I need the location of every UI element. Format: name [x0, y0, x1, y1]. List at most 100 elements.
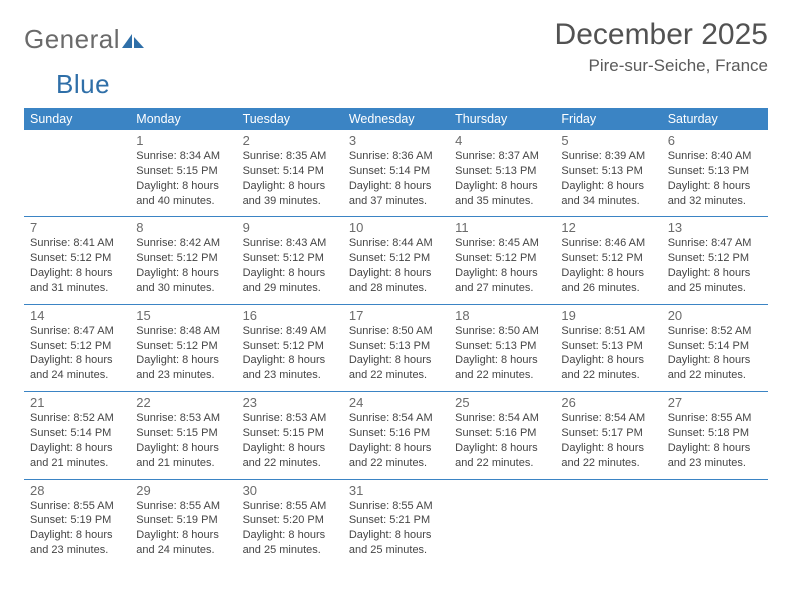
sunset-line: Sunset: 5:13 PM [668, 164, 762, 179]
sunrise-line: Sunrise: 8:55 AM [243, 499, 337, 514]
day-number: 31 [349, 483, 443, 498]
sunrise-line: Sunrise: 8:37 AM [455, 149, 549, 164]
daylight-line: Daylight: 8 hours and 22 minutes. [561, 353, 655, 383]
day-cell: 22Sunrise: 8:53 AMSunset: 5:15 PMDayligh… [130, 392, 236, 479]
daylight-line: Daylight: 8 hours and 30 minutes. [136, 266, 230, 296]
daylight-line: Daylight: 8 hours and 39 minutes. [243, 179, 337, 209]
day-cell: 5Sunrise: 8:39 AMSunset: 5:13 PMDaylight… [555, 130, 661, 217]
day-number: 7 [30, 220, 124, 235]
sunset-line: Sunset: 5:19 PM [136, 513, 230, 528]
day-number: 23 [243, 395, 337, 410]
day-cell: 30Sunrise: 8:55 AMSunset: 5:20 PMDayligh… [237, 479, 343, 566]
sunset-line: Sunset: 5:14 PM [668, 339, 762, 354]
day-number: 13 [668, 220, 762, 235]
sunset-line: Sunset: 5:12 PM [136, 339, 230, 354]
sunset-line: Sunset: 5:17 PM [561, 426, 655, 441]
day-cell: 6Sunrise: 8:40 AMSunset: 5:13 PMDaylight… [662, 130, 768, 217]
sunrise-line: Sunrise: 8:53 AM [136, 411, 230, 426]
day-number: 1 [136, 133, 230, 148]
day-cell: 28Sunrise: 8:55 AMSunset: 5:19 PMDayligh… [24, 479, 130, 566]
day-number: 24 [349, 395, 443, 410]
daylight-line: Daylight: 8 hours and 25 minutes. [243, 528, 337, 558]
day-cell: 4Sunrise: 8:37 AMSunset: 5:13 PMDaylight… [449, 130, 555, 217]
sunrise-line: Sunrise: 8:52 AM [30, 411, 124, 426]
day-cell: 7Sunrise: 8:41 AMSunset: 5:12 PMDaylight… [24, 217, 130, 304]
sunset-line: Sunset: 5:14 PM [243, 164, 337, 179]
daylight-line: Daylight: 8 hours and 22 minutes. [455, 441, 549, 471]
day-number: 18 [455, 308, 549, 323]
weekday-header: Tuesday [237, 108, 343, 130]
sunset-line: Sunset: 5:12 PM [561, 251, 655, 266]
day-cell: 3Sunrise: 8:36 AMSunset: 5:14 PMDaylight… [343, 130, 449, 217]
sunset-line: Sunset: 5:19 PM [30, 513, 124, 528]
weekday-header: Sunday [24, 108, 130, 130]
day-number: 10 [349, 220, 443, 235]
day-cell: 14Sunrise: 8:47 AMSunset: 5:12 PMDayligh… [24, 304, 130, 391]
sunrise-line: Sunrise: 8:52 AM [668, 324, 762, 339]
day-number: 21 [30, 395, 124, 410]
brand-logo: GeneralBlue [24, 18, 144, 100]
day-cell: 27Sunrise: 8:55 AMSunset: 5:18 PMDayligh… [662, 392, 768, 479]
sunset-line: Sunset: 5:12 PM [243, 339, 337, 354]
day-cell [24, 130, 130, 217]
daylight-line: Daylight: 8 hours and 29 minutes. [243, 266, 337, 296]
day-number: 20 [668, 308, 762, 323]
weekday-header: Thursday [449, 108, 555, 130]
sunrise-line: Sunrise: 8:42 AM [136, 236, 230, 251]
daylight-line: Daylight: 8 hours and 22 minutes. [349, 441, 443, 471]
day-number: 16 [243, 308, 337, 323]
day-number: 6 [668, 133, 762, 148]
day-cell: 1Sunrise: 8:34 AMSunset: 5:15 PMDaylight… [130, 130, 236, 217]
day-number: 17 [349, 308, 443, 323]
daylight-line: Daylight: 8 hours and 23 minutes. [136, 353, 230, 383]
sunset-line: Sunset: 5:13 PM [561, 339, 655, 354]
day-cell: 18Sunrise: 8:50 AMSunset: 5:13 PMDayligh… [449, 304, 555, 391]
sunrise-line: Sunrise: 8:55 AM [136, 499, 230, 514]
day-cell: 31Sunrise: 8:55 AMSunset: 5:21 PMDayligh… [343, 479, 449, 566]
sunrise-line: Sunrise: 8:41 AM [30, 236, 124, 251]
sunset-line: Sunset: 5:21 PM [349, 513, 443, 528]
week-row: 28Sunrise: 8:55 AMSunset: 5:19 PMDayligh… [24, 479, 768, 566]
sunrise-line: Sunrise: 8:49 AM [243, 324, 337, 339]
day-cell: 26Sunrise: 8:54 AMSunset: 5:17 PMDayligh… [555, 392, 661, 479]
sunset-line: Sunset: 5:20 PM [243, 513, 337, 528]
day-cell [555, 479, 661, 566]
day-cell: 19Sunrise: 8:51 AMSunset: 5:13 PMDayligh… [555, 304, 661, 391]
day-cell: 9Sunrise: 8:43 AMSunset: 5:12 PMDaylight… [237, 217, 343, 304]
week-row: 21Sunrise: 8:52 AMSunset: 5:14 PMDayligh… [24, 392, 768, 479]
sunset-line: Sunset: 5:15 PM [136, 164, 230, 179]
daylight-line: Daylight: 8 hours and 27 minutes. [455, 266, 549, 296]
day-number: 25 [455, 395, 549, 410]
calendar-page: GeneralBlue December 2025 Pire-sur-Seich… [0, 0, 792, 612]
weekday-header: Friday [555, 108, 661, 130]
sunrise-line: Sunrise: 8:40 AM [668, 149, 762, 164]
weekday-header: Wednesday [343, 108, 449, 130]
sunset-line: Sunset: 5:12 PM [243, 251, 337, 266]
day-cell: 16Sunrise: 8:49 AMSunset: 5:12 PMDayligh… [237, 304, 343, 391]
daylight-line: Daylight: 8 hours and 40 minutes. [136, 179, 230, 209]
sunrise-line: Sunrise: 8:51 AM [561, 324, 655, 339]
sunrise-line: Sunrise: 8:46 AM [561, 236, 655, 251]
daylight-line: Daylight: 8 hours and 23 minutes. [30, 528, 124, 558]
sunset-line: Sunset: 5:13 PM [455, 164, 549, 179]
day-number: 9 [243, 220, 337, 235]
day-number: 29 [136, 483, 230, 498]
weekday-header: Saturday [662, 108, 768, 130]
day-number: 3 [349, 133, 443, 148]
sunset-line: Sunset: 5:12 PM [455, 251, 549, 266]
sunrise-line: Sunrise: 8:35 AM [243, 149, 337, 164]
sunrise-line: Sunrise: 8:36 AM [349, 149, 443, 164]
day-cell: 12Sunrise: 8:46 AMSunset: 5:12 PMDayligh… [555, 217, 661, 304]
day-cell: 10Sunrise: 8:44 AMSunset: 5:12 PMDayligh… [343, 217, 449, 304]
daylight-line: Daylight: 8 hours and 24 minutes. [30, 353, 124, 383]
sunset-line: Sunset: 5:15 PM [243, 426, 337, 441]
sunset-line: Sunset: 5:12 PM [668, 251, 762, 266]
day-number: 30 [243, 483, 337, 498]
sunrise-line: Sunrise: 8:47 AM [30, 324, 124, 339]
sunrise-line: Sunrise: 8:43 AM [243, 236, 337, 251]
sunset-line: Sunset: 5:12 PM [136, 251, 230, 266]
location-label: Pire-sur-Seiche, France [555, 56, 768, 76]
week-row: 1Sunrise: 8:34 AMSunset: 5:15 PMDaylight… [24, 130, 768, 217]
day-number: 22 [136, 395, 230, 410]
week-row: 7Sunrise: 8:41 AMSunset: 5:12 PMDaylight… [24, 217, 768, 304]
